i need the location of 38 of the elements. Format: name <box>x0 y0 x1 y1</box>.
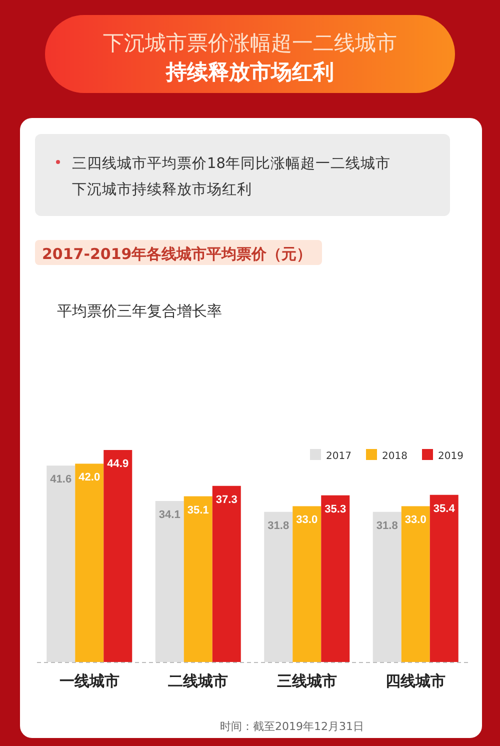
data-label: 41.6 <box>50 474 72 486</box>
text: 三四线城市平均票价18年同比涨幅超一二线城市 <box>72 155 390 172</box>
bar <box>212 486 241 662</box>
text: 平均票价三年复合增长率 <box>57 302 222 320</box>
x-tick-label: 一线城市 <box>59 672 120 690</box>
text: 下沉城市持续释放市场红利 <box>72 181 252 198</box>
legend-label: 2019 <box>438 451 464 462</box>
data-label: 31.8 <box>376 520 398 532</box>
bar <box>292 506 322 662</box>
data-label: 35.4 <box>433 502 456 515</box>
text: 时间：截至2019年12月31日 <box>220 720 364 733</box>
data-label: 33.0 <box>296 514 318 526</box>
legend-label: 2017 <box>326 451 352 462</box>
legend-label: 2018 <box>382 451 408 462</box>
data-label: 31.8 <box>268 520 290 532</box>
bar <box>75 464 104 662</box>
data-label: 44.9 <box>107 458 129 470</box>
bar <box>264 512 293 662</box>
bar <box>401 506 430 662</box>
bar <box>46 466 76 662</box>
bar <box>104 450 132 662</box>
x-tick-label: 三线城市 <box>276 672 337 690</box>
data-label: 34.1 <box>158 508 180 521</box>
x-tick-label: 二线城市 <box>168 672 228 690</box>
chart-title: 下沉城市票价涨幅超一二线城市 <box>103 31 397 55</box>
data-label: 35.1 <box>187 504 209 516</box>
bar <box>321 495 350 662</box>
bar <box>155 500 184 662</box>
text: 2017-2019年各线城市平均票价（元） <box>42 245 312 263</box>
x-tick-label: 四线城市 <box>386 672 446 690</box>
bar <box>184 496 212 662</box>
bar <box>372 512 402 662</box>
bar <box>430 494 458 662</box>
data-label: 37.3 <box>216 494 238 506</box>
data-label: 33.0 <box>404 514 426 526</box>
chart-subtitle: 持续释放市场红利 <box>165 60 334 84</box>
data-label: 42.0 <box>78 472 100 484</box>
data-label: 35.3 <box>324 503 346 516</box>
